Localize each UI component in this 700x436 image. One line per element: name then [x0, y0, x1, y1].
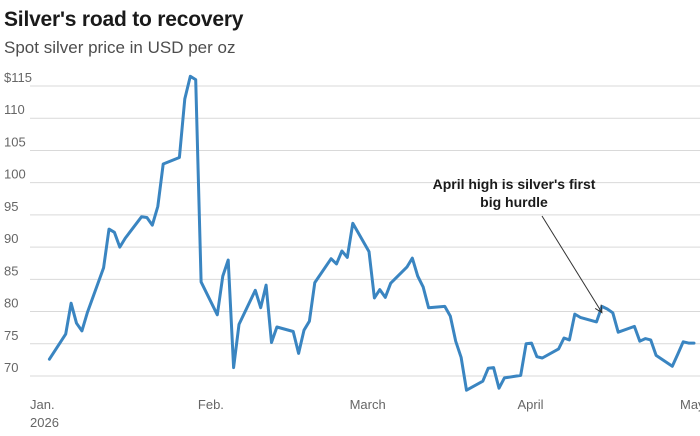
y-axis-ticks: $115 110 105 100 95 90 85 80 75 70: [4, 70, 32, 375]
y-tick-label: $115: [4, 70, 32, 85]
x-tick-label: May: [680, 397, 700, 412]
y-tick-label: 110: [4, 102, 25, 117]
gridlines: [30, 85, 700, 377]
x-tick-sublabel: 2026: [30, 415, 59, 430]
annotation: April high is silver's first big hurdle: [433, 176, 603, 314]
y-tick-label: 75: [4, 328, 18, 343]
annotation-arrowhead: [594, 304, 603, 314]
series-layer: [47, 74, 696, 392]
y-tick-label: 85: [4, 263, 18, 278]
series-line: [47, 74, 696, 392]
y-tick-label: 70: [4, 360, 18, 375]
annotation-text: big hurdle: [480, 194, 548, 210]
annotation-arrow: [541, 215, 603, 313]
x-tick-label: April: [518, 397, 544, 412]
x-tick-label: March: [350, 397, 386, 412]
annotation-text: April high is silver's first: [433, 176, 596, 192]
y-tick-label: 80: [4, 296, 18, 311]
y-tick-label: 95: [4, 199, 18, 214]
y-tick-label: 90: [4, 231, 18, 246]
y-tick-label: 100: [4, 167, 26, 182]
chart-subtitle: Spot silver price in USD per oz: [4, 38, 236, 57]
x-tick-label: Feb.: [198, 397, 224, 412]
y-tick-label: 105: [4, 134, 26, 149]
chart-title: Silver's road to recovery: [4, 8, 244, 31]
x-axis-ticks: Jan. 2026 Feb. March April May: [30, 397, 700, 430]
x-tick-label: Jan.: [30, 397, 55, 412]
